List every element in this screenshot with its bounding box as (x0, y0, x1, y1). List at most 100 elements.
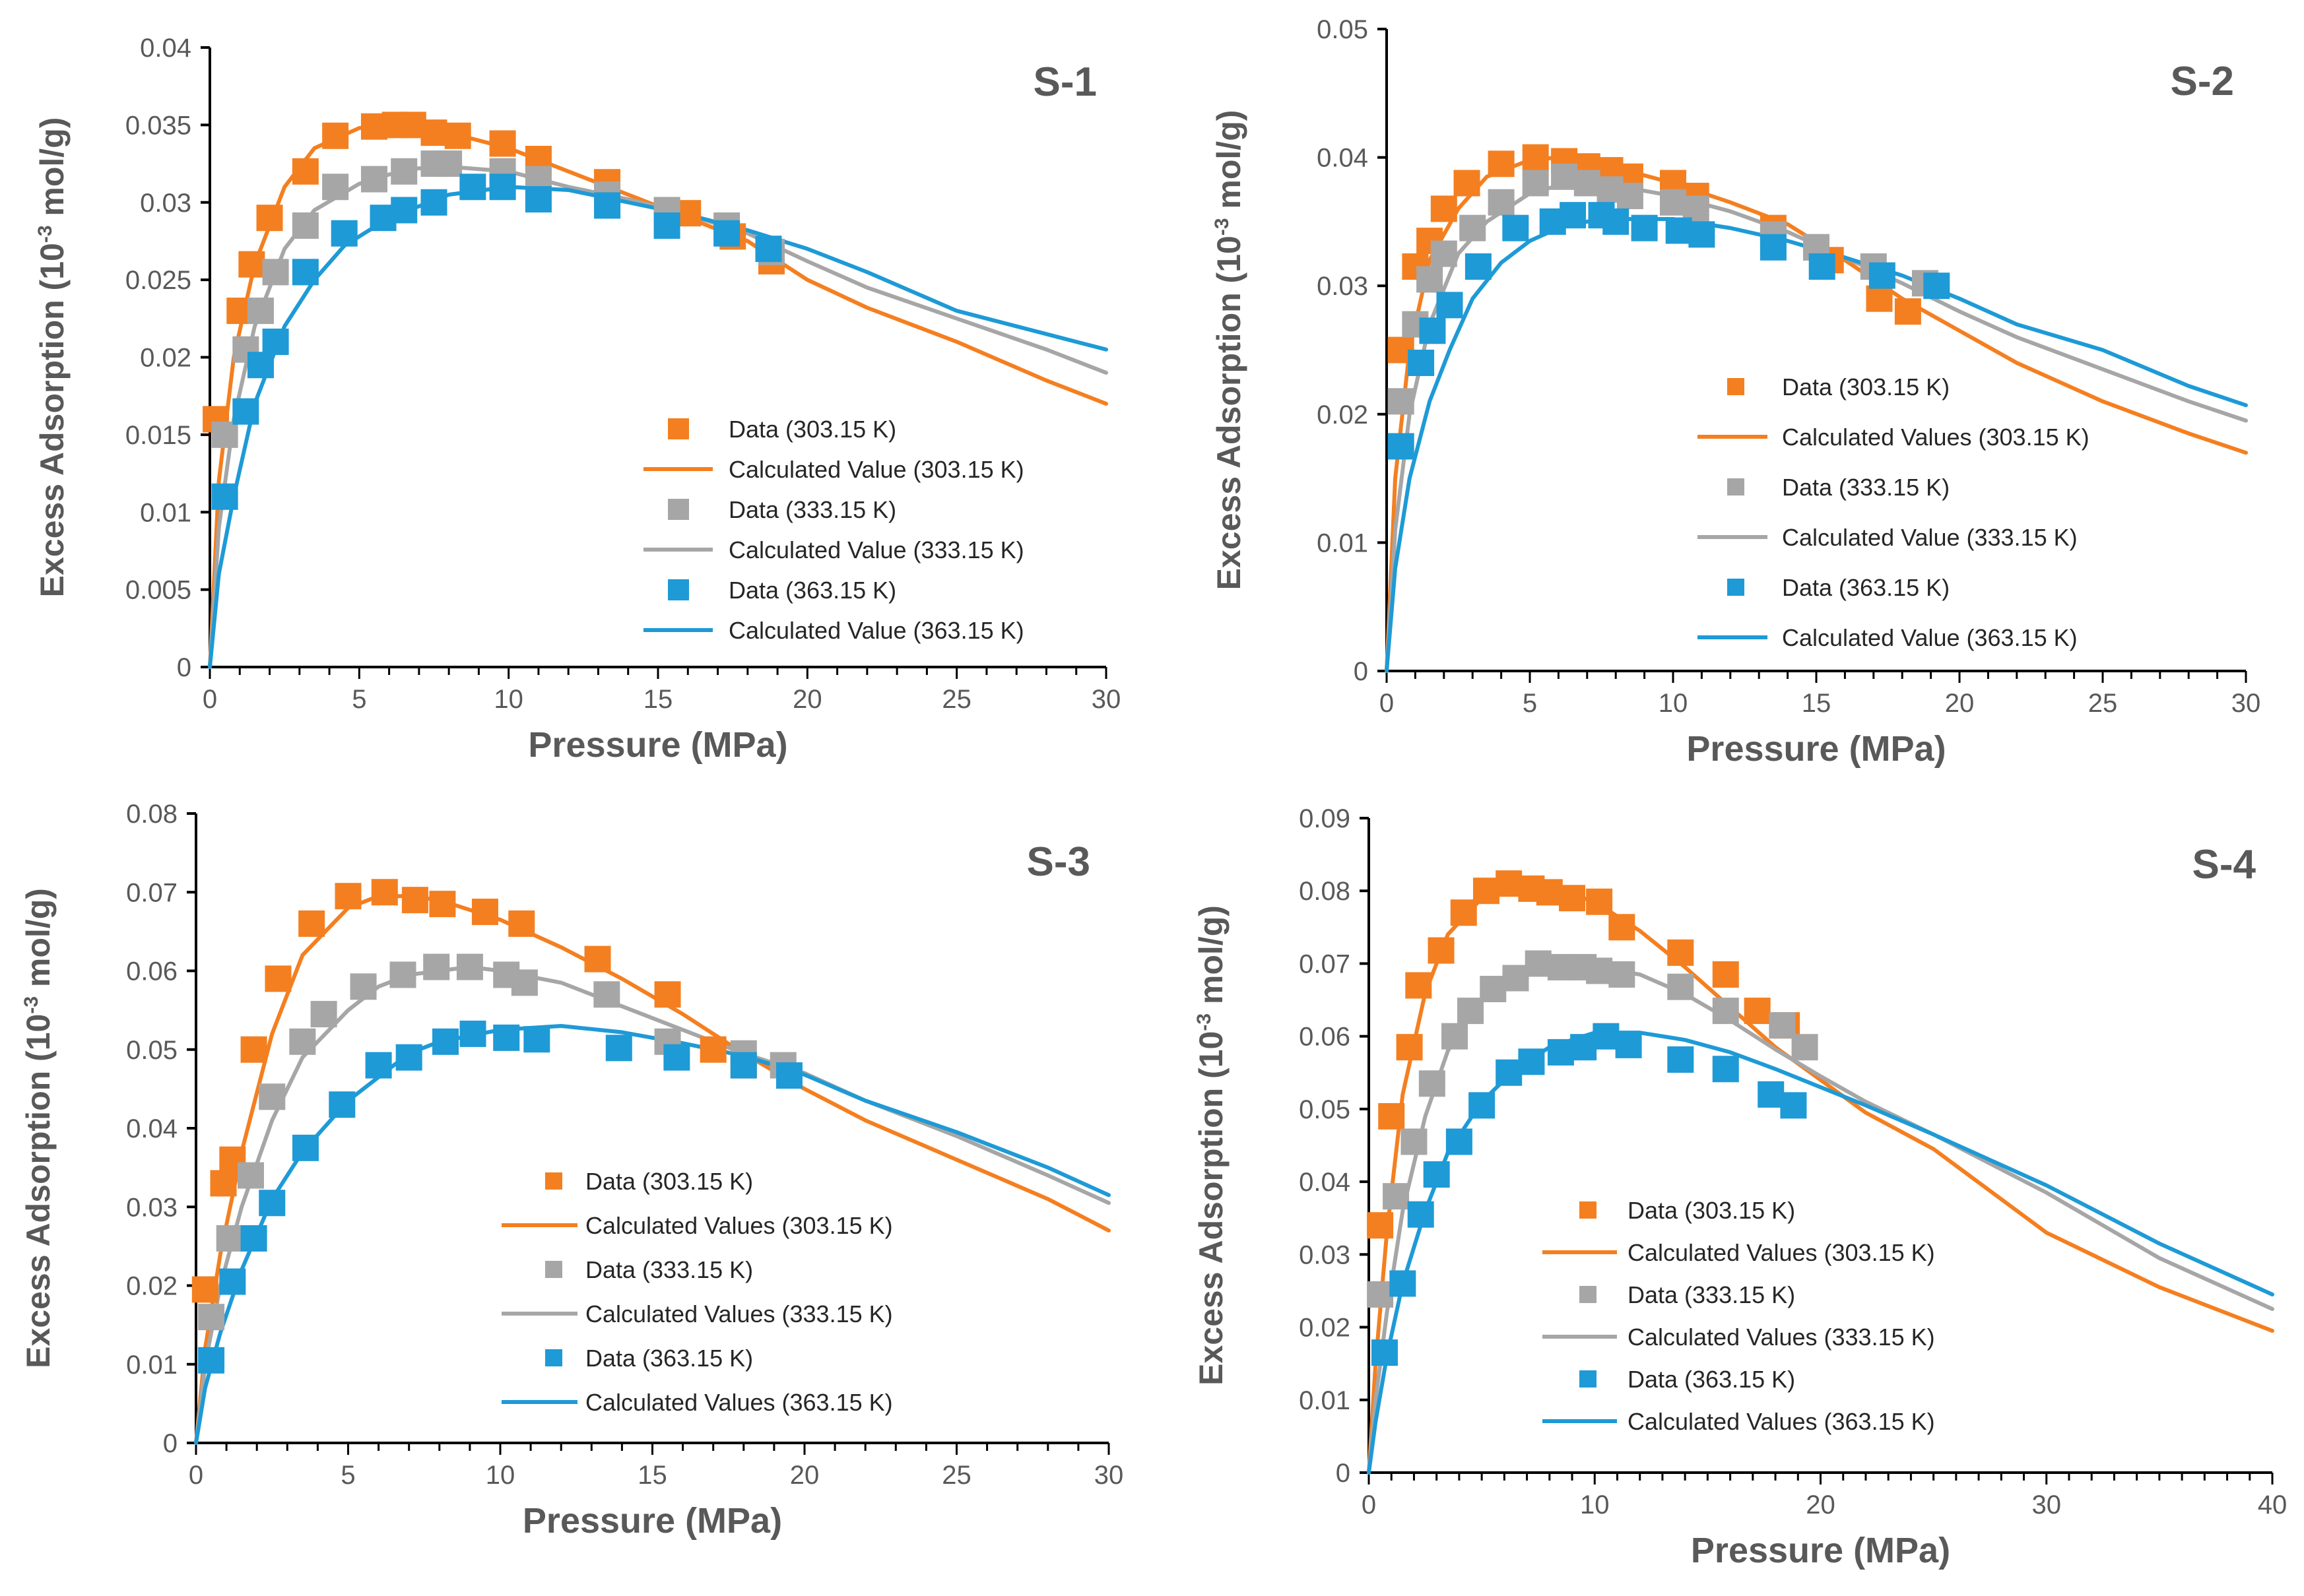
panel-3-data-point-t363 (365, 1052, 392, 1079)
panel-1-x-tick-label: 5 (352, 685, 366, 714)
panel-4-data-point-t303 (1559, 885, 1586, 912)
panel-4-y-tick-label: 0 (1336, 1459, 1350, 1488)
panel-2-legend-marker-t303 (1727, 378, 1744, 395)
panel-3-legend-label: Data (333.15 K) (585, 1256, 753, 1283)
panel-3-label: S-3 (1027, 839, 1090, 885)
panel-2-legend-label: Calculated Value (363.15 K) (1782, 624, 2078, 651)
panel-4-x-tick-label: 20 (1806, 1490, 1835, 1519)
panel-4-y-tick-label: 0.08 (1299, 877, 1350, 906)
panel-1-data-point-t363 (232, 398, 259, 425)
panel-4-y-tick-label: 0.09 (1299, 804, 1350, 833)
panel-2-data-point-t363 (1665, 217, 1692, 244)
panel-2-legend-marker-t363 (1727, 579, 1744, 596)
panel-2-data-point-t363 (1419, 317, 1446, 344)
panel-3-data-point-t333 (350, 973, 377, 1000)
panel-2-data-point-t363 (1560, 202, 1587, 229)
panel-1-data-point-t363 (755, 236, 782, 263)
panel-3-data-point-t303 (335, 883, 362, 910)
panel-4-data-point-t333 (1502, 965, 1529, 992)
panel-4-legend-marker-t363 (1579, 1370, 1596, 1388)
panel-1-data-point-t333 (247, 298, 274, 325)
panel-1-x-tick-label: 10 (494, 685, 523, 714)
panel-3-x-axis-title: Pressure (MPa) (523, 1501, 782, 1541)
panel-3-data-point-t363 (730, 1052, 757, 1079)
panel-4-data-point-t333 (1400, 1128, 1428, 1155)
panel-2-data-point-t333 (1459, 214, 1486, 241)
panel-3-y-tick-label: 0.06 (126, 957, 178, 986)
panel-3-calc-line-t303 (194, 894, 1111, 1445)
panel-3-y-axis-title-main: Excess Adsorption (10 (20, 1014, 57, 1368)
panel-2-x-tick-label: 20 (1945, 689, 1975, 718)
panel-4-data-point-t333 (1769, 1012, 1796, 1039)
panel-3-data-point-t363 (395, 1044, 422, 1071)
panel-2-data-point-t363 (1502, 214, 1529, 241)
panel-2-data-point-t363 (1465, 253, 1492, 280)
panel-1-data-point-t303 (292, 158, 319, 185)
panel-3-x-tick-label: 20 (790, 1461, 820, 1490)
panel-4-legend-marker-t333 (1579, 1286, 1596, 1303)
panel-1-data-point-t333 (322, 174, 349, 201)
panel-1-y-tick-label: 0.04 (140, 34, 191, 63)
panel-4-data-point-t333 (1547, 953, 1574, 980)
panel-2-legend-label: Data (303.15 K) (1782, 373, 1950, 400)
panel-3-x-tick-label: 15 (638, 1461, 667, 1490)
panel-4-data-point-t303 (1536, 879, 1563, 906)
panel-4-data-point-t363 (1371, 1339, 1398, 1366)
panel-1-legend-label: Data (333.15 K) (729, 496, 896, 523)
panel-4-data-point-t363 (1518, 1048, 1545, 1075)
panel-1-y-tick-label: 0 (177, 653, 191, 682)
panel-2-data-point-t333 (1660, 189, 1686, 216)
panel-4-data-point-t303 (1744, 998, 1771, 1025)
panel-2-y-tick-label: 0 (1354, 657, 1368, 686)
panel-1-data-point-t333 (436, 150, 463, 177)
panel-3-data-point-t333 (456, 953, 483, 980)
panel-4-legend-label: Calculated Values (303.15 K) (1628, 1239, 1935, 1266)
panel-1-x-tick-label: 25 (942, 685, 971, 714)
panel-4-x-tick-label: 40 (2258, 1490, 2288, 1519)
panel-4-data-point-t303 (1450, 899, 1477, 926)
panel-4-y-tick-label: 0.01 (1299, 1386, 1350, 1415)
panel-2-y-axis-title-sup: -3 (1211, 218, 1233, 236)
panel-4-y-axis-title-sup: -3 (1193, 1013, 1215, 1031)
panel-1-data-point-t363 (292, 259, 319, 286)
panel-1-y-axis-title-main: Excess Adsorption (10 (34, 243, 71, 597)
panel-2-data-point-t333 (1573, 170, 1600, 197)
panel-3-legend-label: Calculated Values (363.15 K) (585, 1389, 893, 1416)
panel-3-data-point-t333 (593, 981, 620, 1008)
panel-2-calc-line-t333 (1385, 181, 2248, 673)
panel-2-label: S-2 (2171, 59, 2234, 104)
panel-1-data-point-t363 (420, 189, 447, 216)
panel-3-data-point-t333 (198, 1304, 225, 1331)
panel-4-y-tick-label: 0.07 (1299, 949, 1350, 978)
panel-1-legend-label: Calculated Value (363.15 K) (729, 617, 1024, 644)
panel-2-data-point-t363 (1387, 433, 1414, 460)
panel-3-data-point-t333 (237, 1162, 264, 1189)
panel-3-legend-marker-t363 (545, 1349, 562, 1366)
panel-1-legend-label: Data (303.15 K) (729, 416, 896, 443)
panel-4-legend-label: Calculated Values (363.15 K) (1628, 1408, 1935, 1435)
panel-3-data-point-t333 (216, 1225, 243, 1252)
panel-1-legend-marker-t303 (668, 418, 689, 439)
panel-1-y-axis-title-sup: -3 (34, 225, 56, 243)
panel-3-x-tick-label: 0 (189, 1461, 203, 1490)
panel-1-calc-line-t363 (208, 185, 1108, 669)
panel-4-y-axis-title-main: Excess Adsorption (10 (1193, 1031, 1230, 1386)
panel-4-y-tick-label: 0.03 (1299, 1240, 1350, 1269)
panel-4-data-point-t363 (1468, 1092, 1496, 1119)
panel-1-y-axis-title-tail: mol/g) (34, 117, 71, 226)
panel-3-x-tick-label: 10 (486, 1461, 515, 1490)
panel-1-data-point-t303 (322, 122, 349, 149)
panel-4-data-point-t303 (1405, 972, 1432, 999)
panel-1-legend-marker-t333 (668, 499, 689, 520)
panel-3-data-point-t303 (654, 981, 681, 1008)
panel-3-y-axis-title: Excess Adsorption (10-3 mol/g) (20, 888, 57, 1368)
panel-3-data-point-t363 (523, 1026, 550, 1053)
panel-2-y-axis-title-main: Excess Adsorption (10 (1210, 236, 1247, 590)
panel-2-data-point-t303 (1894, 298, 1921, 325)
panel-3-y-axis-title-sup: -3 (20, 996, 42, 1014)
panel-4-data-point-t333 (1418, 1070, 1445, 1097)
panel-3-data-point-t363 (292, 1134, 319, 1161)
panel-4-data-point-t363 (1496, 1059, 1523, 1086)
panel-4-data-point-t363 (1667, 1046, 1694, 1073)
panel-4-data-point-t333 (1457, 998, 1484, 1025)
